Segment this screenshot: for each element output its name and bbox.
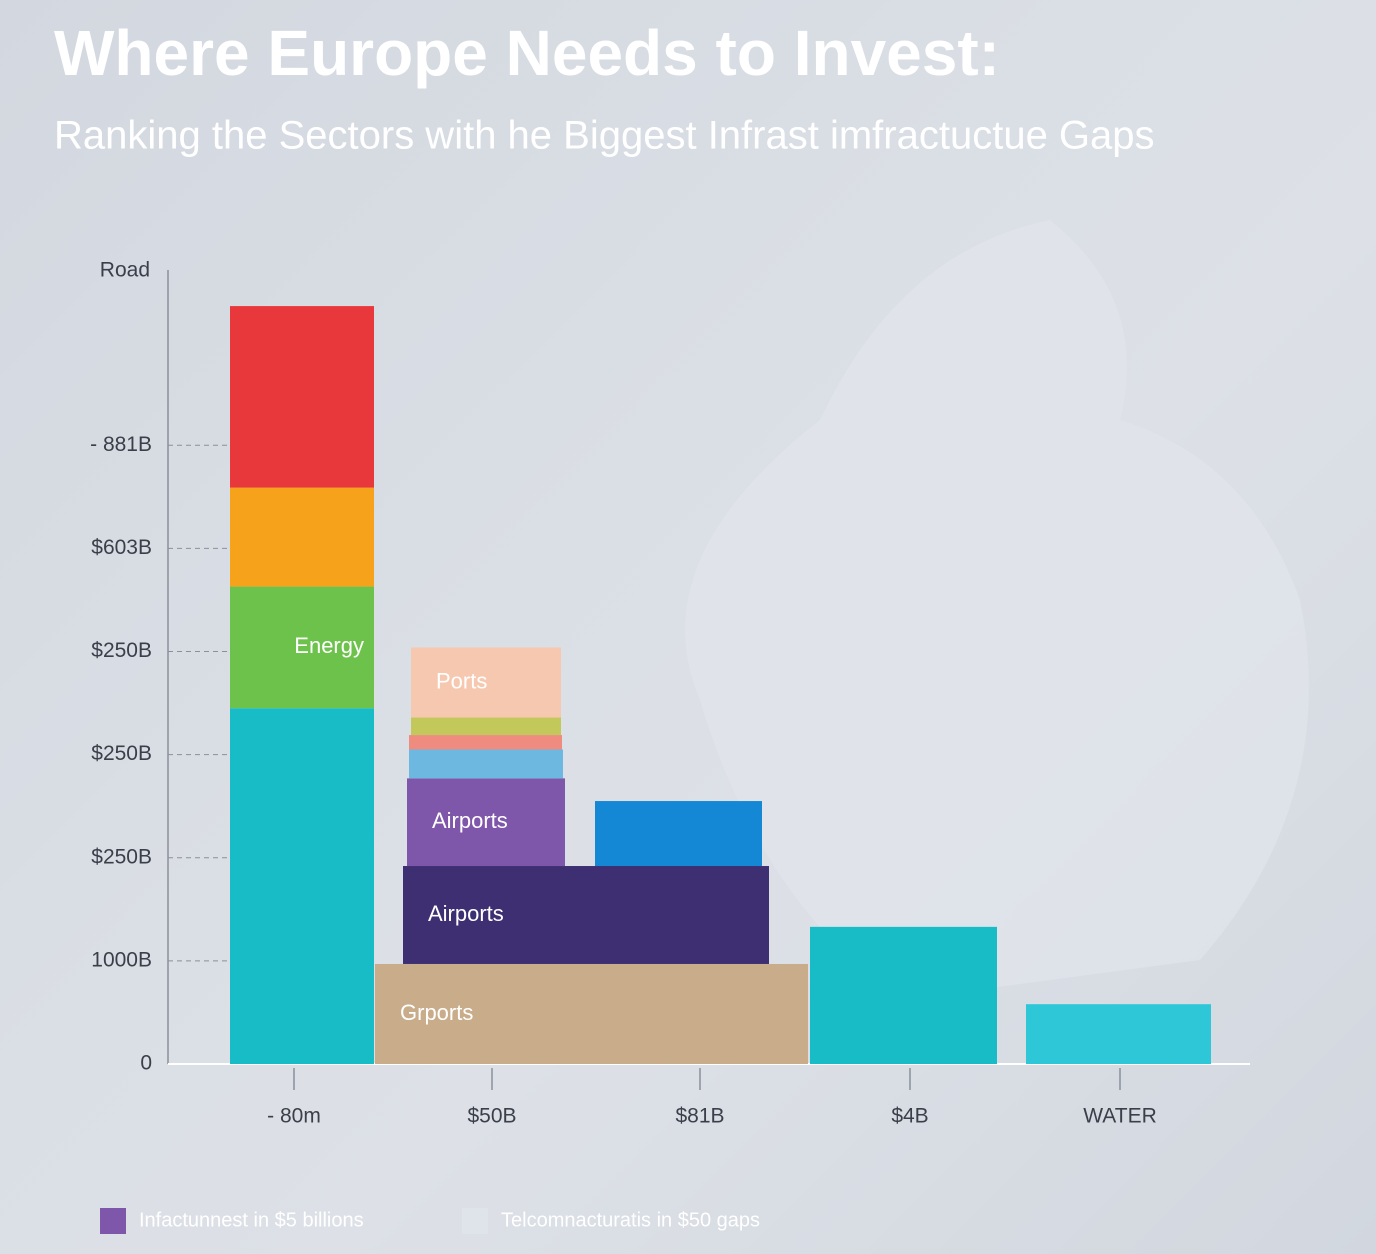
bar-segment [230, 306, 374, 488]
bar-segment [375, 963, 808, 1064]
y-tick-label: $603B [91, 536, 152, 559]
y-axis-label: Road [100, 259, 150, 282]
bar-segment [230, 586, 374, 709]
bar-segment [411, 717, 561, 736]
bar-segment [595, 801, 762, 867]
segment-label: Airports [432, 808, 508, 833]
bar-segment [407, 778, 565, 867]
y-tick-label: - 881B [90, 433, 152, 456]
x-tick-label: $50B [467, 1105, 516, 1128]
y-tick-label: $250B [91, 845, 152, 868]
segment-label: Ports [436, 668, 487, 693]
bar-segment [411, 647, 561, 718]
legend-swatch [100, 1208, 126, 1234]
map-silhouette [685, 220, 1309, 1000]
segment-label: Energy [294, 633, 364, 658]
x-tick-label: - 80m [267, 1105, 321, 1128]
y-tick-label: $250B [91, 742, 152, 765]
x-tick-label: $4B [891, 1105, 928, 1128]
bar-segment [403, 866, 769, 964]
legend-label: Infactunnest in $5 billions [139, 1209, 364, 1231]
legend-label: Telcomnacturatis in $50 gaps [501, 1209, 760, 1231]
chart-title: Where Europe Needs to Invest: [54, 17, 1000, 89]
bar-segment [409, 749, 563, 779]
bar-segment [810, 926, 997, 1064]
bar-segment [230, 487, 374, 587]
segment-label: Airports [428, 901, 504, 926]
chart-subtitle: Ranking the Sectors with he Biggest Infr… [54, 114, 1155, 158]
y-tick-label: 0 [140, 1052, 152, 1075]
legend-swatch [462, 1208, 488, 1234]
bar-segment [230, 708, 374, 1064]
y-tick-label: 1000B [91, 948, 152, 971]
y-tick-label: $250B [91, 639, 152, 662]
x-tick-label: $81B [675, 1105, 724, 1128]
bar-segment [1026, 1004, 1211, 1064]
x-tick-label: WATER [1083, 1105, 1157, 1128]
bar-segment [409, 735, 562, 750]
segment-label: Grports [400, 1000, 473, 1025]
